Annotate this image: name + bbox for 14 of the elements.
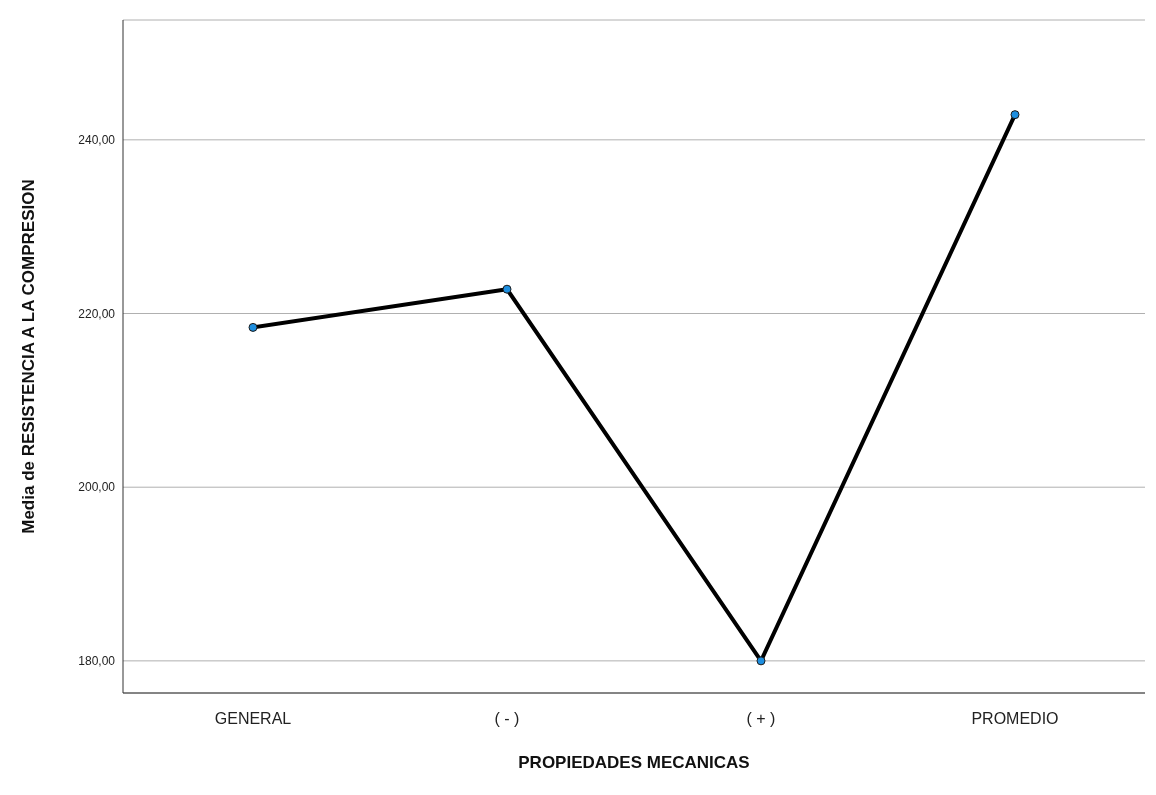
y-tick-label: 240,00 <box>78 133 116 148</box>
point <box>756 656 766 666</box>
point <box>502 284 512 294</box>
point <box>248 322 258 332</box>
y-tick-label: 220,00 <box>78 306 116 321</box>
point <box>1010 110 1020 120</box>
x-axis-title: PROPIEDADES MECANICAS <box>518 753 750 772</box>
y-axis-title: Media de RESISTENCIA A LA COMPRESION <box>19 179 39 534</box>
x-tick-label: ( + ) <box>746 710 776 728</box>
x-tick-label: ( - ) <box>494 710 520 728</box>
x-tick-label: GENERAL <box>214 710 292 728</box>
y-tick-label: 200,00 <box>78 480 116 495</box>
x-tick-label: PROMEDIO <box>971 710 1059 728</box>
y-tick-label: 180,00 <box>78 654 116 669</box>
